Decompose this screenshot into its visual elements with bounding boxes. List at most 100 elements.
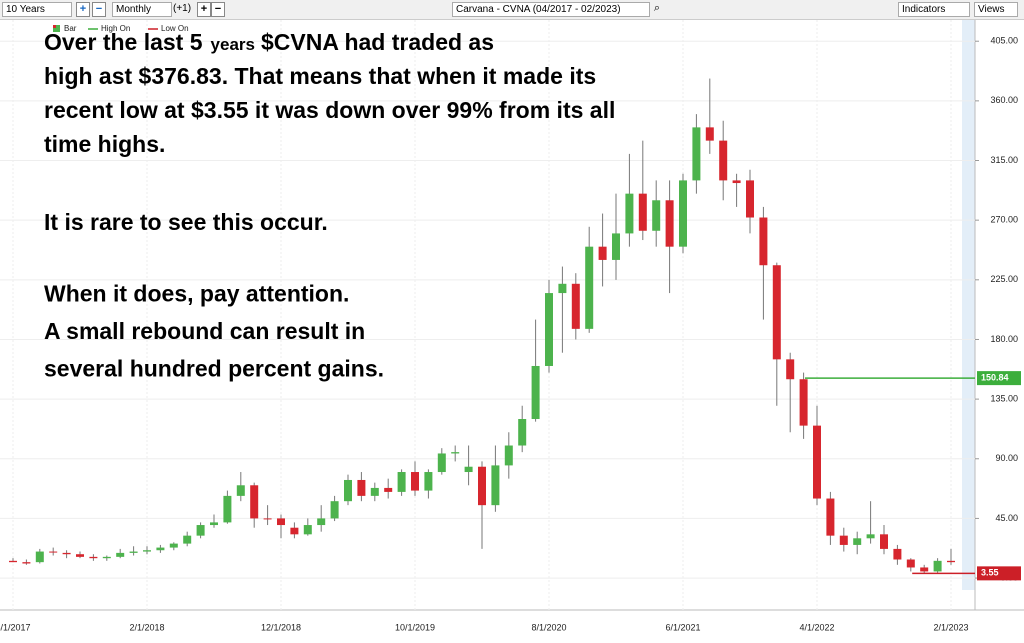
candle-body [705, 127, 714, 141]
candle-body [826, 498, 835, 536]
candle-body [612, 233, 620, 260]
symbol-title[interactable]: Carvana - CVNA (04/2017 - 02/2023) [452, 2, 650, 17]
candle-body [571, 283, 580, 329]
legend-swatch [53, 25, 60, 32]
y-tick-label: 90.00 [995, 453, 1018, 463]
offset-minus[interactable]: − [211, 2, 225, 17]
annotation: time highs. [44, 131, 165, 157]
candle-body [732, 180, 741, 184]
interval-select[interactable]: Monthly [112, 2, 172, 17]
candle-body [344, 479, 352, 502]
annotation: high ast $376.83. That means that when i… [44, 63, 596, 89]
candle-body [759, 217, 768, 266]
annotation-part: years [211, 35, 255, 54]
y-tick-label: 45.00 [995, 513, 1018, 523]
legend-label: Bar [64, 24, 77, 33]
annotation: A small rebound can result in [44, 318, 365, 344]
chart: Bar High On Low On 0.0045.0090.00135.001… [0, 20, 1024, 632]
candle-body [411, 472, 419, 491]
offset-plus[interactable]: + [197, 2, 211, 17]
legend-swatch [53, 25, 56, 28]
candle-body [504, 445, 513, 466]
price-tag-label: 3.55 [981, 568, 999, 578]
candle-body [143, 550, 151, 552]
x-tick-label: 10/1/2019 [395, 622, 435, 632]
candle-body [397, 472, 406, 492]
annotation-part: $CVNA had traded as [261, 29, 494, 55]
candle-body [169, 543, 178, 548]
candle-body [303, 525, 312, 535]
candle-body [129, 551, 138, 553]
candle-body [357, 479, 366, 496]
candle-body [116, 552, 125, 557]
candle-body [9, 560, 17, 563]
annotation-part: Over the last 5 [44, 29, 203, 55]
candle-body [719, 140, 728, 181]
y-tick-label: 360.00 [990, 95, 1018, 105]
x-tick-label: 12/1/2018 [261, 622, 301, 632]
candle-body [491, 465, 500, 506]
candle-body [625, 193, 634, 234]
annotation: When it does, pay attention. [44, 281, 349, 307]
candle-body [933, 560, 942, 572]
offset: (+1) [173, 3, 192, 14]
candle-body [263, 518, 272, 520]
annotation: recent low at $3.55 it was down over 99%… [44, 97, 615, 123]
candle-body [89, 556, 98, 559]
candle-body [638, 193, 647, 231]
y-tick-label: 180.00 [990, 334, 1018, 344]
x-tick-label: 2/1/2018 [129, 622, 164, 632]
future-zone [962, 20, 975, 590]
zoom-in[interactable]: + [76, 2, 90, 17]
candle-body [652, 200, 661, 231]
candle-body [49, 551, 58, 553]
candle-body [545, 293, 553, 366]
y-tick-label: 405.00 [990, 36, 1018, 46]
candle-body [210, 522, 218, 526]
candle-body [317, 518, 326, 526]
annotation: Over the last 5 years $CVNA had traded as [44, 29, 494, 55]
candle-body [558, 283, 567, 294]
candle-body [585, 246, 594, 329]
candle-body [236, 485, 245, 496]
zoom-out[interactable]: − [92, 2, 106, 17]
candle-body [370, 487, 379, 496]
candle-body [920, 567, 929, 572]
candle-body [893, 548, 902, 560]
candle-body [35, 551, 44, 563]
candle-body [196, 525, 205, 536]
search-icon[interactable]: ⌕ [653, 2, 661, 14]
x-tick-label: 2/1/2023 [933, 622, 968, 632]
x-tick-label: 6/1/2021 [665, 622, 700, 632]
candle-body [183, 535, 192, 544]
candle-body [813, 425, 821, 499]
candle-body [277, 518, 285, 526]
candle-body [464, 466, 473, 473]
candle-body [786, 359, 795, 380]
annotation: several hundred percent gains. [44, 355, 384, 381]
candle-body [906, 559, 915, 568]
candle-body [679, 180, 687, 247]
annotation: It is rare to see this occur. [44, 209, 328, 235]
candle-body [22, 562, 31, 564]
x-tick-label: 4/1/2017 [0, 622, 31, 632]
views-button[interactable]: Views [974, 2, 1018, 17]
price-tag [977, 566, 1021, 581]
candle-body [692, 127, 701, 181]
price-tag-label: 150.84 [981, 372, 1009, 382]
candle-body [518, 419, 527, 446]
indicators-button[interactable]: Indicators [898, 2, 970, 17]
legend-label: High On [101, 24, 130, 33]
candle-body [799, 379, 808, 426]
candle-body [223, 495, 232, 523]
candle-body [866, 534, 875, 539]
candle-body [102, 556, 111, 559]
period-select[interactable]: 10 Years [2, 2, 72, 17]
y-tick-label: 225.00 [990, 274, 1018, 284]
candle-body [384, 487, 393, 492]
y-tick-label: 135.00 [990, 393, 1018, 403]
candle-body [330, 501, 339, 519]
candle-body [437, 453, 446, 473]
candle-body [478, 466, 486, 506]
